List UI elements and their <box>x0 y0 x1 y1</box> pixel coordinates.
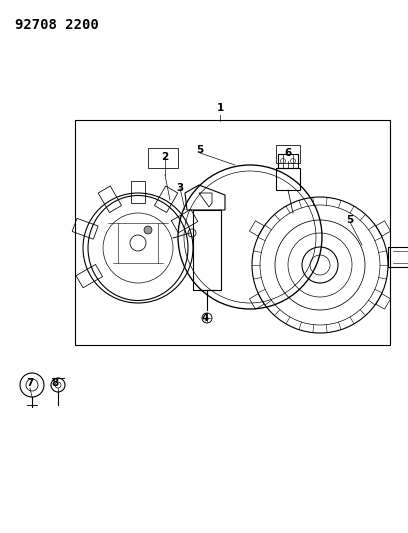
Text: 1: 1 <box>216 103 224 113</box>
Bar <box>278 154 298 168</box>
Bar <box>388 247 408 267</box>
Bar <box>276 145 300 163</box>
Bar <box>276 168 300 190</box>
Text: 7: 7 <box>26 378 34 388</box>
Text: 6: 6 <box>284 148 292 158</box>
Bar <box>193 210 221 290</box>
Text: 5: 5 <box>346 215 354 225</box>
Bar <box>148 148 178 168</box>
Circle shape <box>144 226 152 234</box>
Text: 5: 5 <box>196 145 204 155</box>
Text: 8: 8 <box>51 378 59 388</box>
Text: 3: 3 <box>176 183 184 193</box>
Text: 92708 2200: 92708 2200 <box>15 18 99 32</box>
Text: 4: 4 <box>201 313 208 323</box>
Bar <box>75 120 390 345</box>
Text: 2: 2 <box>162 152 169 162</box>
